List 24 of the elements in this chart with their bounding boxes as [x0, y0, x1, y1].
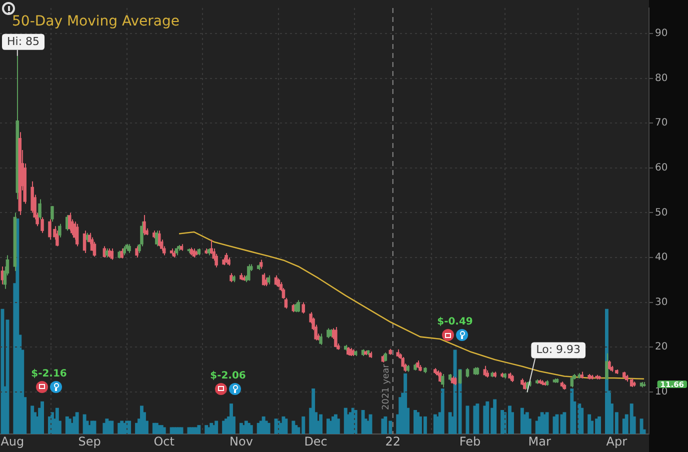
- ref-line-label: 2021 year: [382, 364, 392, 410]
- y-tick-label: 40: [655, 252, 668, 264]
- x-tick-label: Oct: [154, 434, 175, 448]
- x-tick-label: Feb: [459, 434, 481, 448]
- x-tick-label: Apr: [606, 434, 628, 448]
- annotation: $-2.06: [210, 370, 246, 382]
- x-tick-label: 22: [385, 434, 401, 448]
- y-tick-label: 60: [655, 162, 668, 174]
- annotation: Lo: 9.93: [536, 343, 581, 356]
- y-tick-label: 80: [655, 72, 668, 84]
- annotation: Hi: 85: [7, 34, 40, 48]
- y-tick-label: 20: [655, 342, 668, 353]
- x-tick-label: Dec: [304, 434, 328, 448]
- annotation: $-0.49: [437, 316, 473, 328]
- x-tick-label: Sep: [78, 434, 101, 448]
- y-tick-label: 90: [655, 28, 668, 40]
- y-tick-label: 70: [655, 118, 668, 129]
- text: 50-Day Moving Average: [12, 14, 180, 30]
- annotation: $-2.16: [31, 368, 67, 380]
- x-tick-label: Aug: [0, 434, 24, 448]
- y-tick-label: 30: [655, 296, 668, 308]
- x-tick-label: Nov: [229, 434, 253, 448]
- x-tick-label: Mar: [528, 434, 551, 448]
- y-tick-label: 50: [655, 207, 668, 218]
